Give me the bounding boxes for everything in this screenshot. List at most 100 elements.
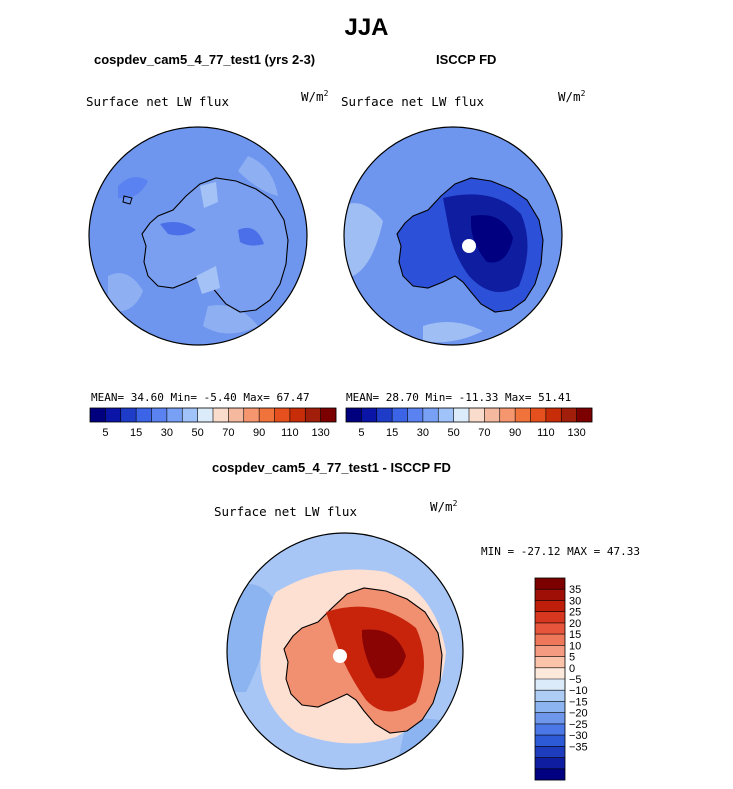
- obs-colorbar-tick-label: 110: [537, 427, 555, 439]
- obs-ocean-patch: [344, 203, 383, 276]
- obs-colorbar-swatch: [576, 408, 593, 422]
- obs-colorbar-swatch: [438, 408, 454, 422]
- diff-colorbar-swatch: [535, 645, 565, 657]
- diff-colorbar-swatch: [535, 600, 565, 612]
- obs-colorbar-swatch: [376, 408, 393, 422]
- model-ocean-patch: [118, 177, 148, 199]
- model-land-high-patch: [196, 266, 220, 294]
- diff-colorbar-tick-label: 0: [569, 663, 575, 675]
- obs-min-label: Min=: [425, 391, 453, 404]
- obs-colorbar-swatch: [499, 408, 516, 422]
- diff-colorbar-tick-label: 5: [569, 652, 575, 664]
- diff-colorbar-swatch: [535, 611, 565, 624]
- obs-colorbar-tick-label: 5: [358, 427, 364, 439]
- diff-map-border: [226, 532, 464, 770]
- diff-colorbar-tick-label: −20: [569, 708, 588, 720]
- model-polar-map: [88, 126, 308, 346]
- obs-colorbar-swatch: [530, 408, 547, 422]
- diff-variable-label: Surface net LW flux: [214, 504, 357, 519]
- obs-colorbar-swatch: [361, 408, 378, 422]
- obs-stats: MEAN= 28.70 Min= -11.33 Max= 51.41: [346, 391, 571, 404]
- model-colorbar-swatch: [289, 408, 306, 422]
- model-mean-value: 34.60: [130, 391, 164, 404]
- model-max-value: 67.47: [276, 391, 310, 404]
- obs-ocean-patch: [423, 322, 483, 343]
- model-colorbar-swatch: [274, 408, 291, 422]
- model-colorbar-tick-label: 130: [311, 427, 329, 439]
- diff-colorbar-swatch: [535, 690, 565, 702]
- obs-mean-label: MEAN=: [346, 391, 380, 404]
- obs-max-value: 51.41: [538, 391, 572, 404]
- model-variable-label: Surface net LW flux: [86, 94, 229, 109]
- model-colorbar-swatch: [197, 408, 214, 422]
- model-colorbar-tick-label: 70: [222, 427, 234, 439]
- obs-colorbar-swatch: [469, 408, 485, 422]
- obs-min-value: -11.33: [458, 391, 499, 404]
- obs-max-label: Max=: [505, 391, 532, 404]
- diff-ocean-patch: [227, 584, 276, 692]
- diff-colorbar-swatch: [535, 757, 565, 770]
- diff-colorbar-tick-label: 25: [569, 607, 581, 619]
- model-panel-title: cospdev_cam5_4_77_test1 (yrs 2-3): [94, 52, 316, 67]
- diff-panel-title: cospdev_cam5_4_77_test1 - ISCCP FD: [212, 460, 451, 475]
- diff-colorbar-swatch: [535, 622, 565, 635]
- diff-colorbar-swatch: [535, 656, 565, 669]
- model-colorbar-swatch: [90, 408, 106, 422]
- model-island-outline: [122, 195, 133, 205]
- model-min-value: -5.40: [203, 391, 237, 404]
- model-stats: MEAN= 34.60 Min= -5.40 Max= 67.47: [91, 391, 310, 404]
- model-colorbar-swatch: [305, 408, 321, 422]
- diff-max-label: MAX =: [567, 545, 601, 558]
- diff-colorbar-tick-label: 10: [569, 640, 581, 652]
- model-mean-label: MEAN=: [91, 391, 125, 404]
- model-colorbar-tick-label: 90: [253, 427, 265, 439]
- diff-colorbar-tick-label: −35: [569, 741, 588, 753]
- obs-colorbar-swatch: [422, 408, 439, 422]
- model-antarctica-land: [141, 177, 289, 313]
- obs-colorbar-swatch: [407, 408, 424, 422]
- model-colorbar-tick-label: 30: [161, 427, 173, 439]
- model-colorbar-swatch: [228, 408, 245, 422]
- model-ocean-patch: [238, 156, 278, 196]
- diff-colorbar-swatch: [535, 679, 565, 691]
- diff-land-highest-patch: [362, 629, 406, 679]
- obs-colorbar-swatch: [392, 408, 408, 422]
- model-land-high-patch: [200, 182, 218, 208]
- obs-colorbar-swatch: [561, 408, 577, 422]
- diff-colorbar-tick-label: −5: [569, 674, 582, 686]
- diff-min-label: MIN =: [481, 545, 515, 558]
- model-colorbar-swatch: [259, 408, 275, 422]
- model-colorbar-tick-label: 5: [102, 427, 108, 439]
- obs-colorbar-frame: [345, 407, 593, 423]
- obs-units-label: W/m2: [558, 89, 586, 105]
- obs-colorbar-swatch: [515, 408, 531, 422]
- diff-pole-hole: [333, 649, 347, 663]
- model-max-label: Max=: [243, 391, 270, 404]
- obs-colorbar-tick-label: 70: [478, 427, 490, 439]
- model-land-low-patch: [238, 227, 264, 246]
- diff-max-value: 47.33: [606, 545, 640, 558]
- model-ocean-patch: [203, 305, 258, 334]
- model-colorbar-swatch: [136, 408, 152, 422]
- model-min-label: Min=: [170, 391, 198, 404]
- diff-units-label: W/m2: [430, 499, 458, 515]
- obs-colorbar-swatch: [545, 408, 562, 422]
- model-colorbar-swatch: [105, 408, 122, 422]
- model-colorbar-swatch: [151, 408, 168, 422]
- diff-colorbar-tick-label: −10: [569, 685, 588, 697]
- obs-colorbar-swatch: [453, 408, 470, 422]
- model-land-low-patch: [160, 222, 196, 236]
- diff-colorbar-swatch: [535, 701, 565, 713]
- diff-colorbar-tick-label: −30: [569, 730, 588, 742]
- diff-colorbar-frame: [534, 577, 566, 781]
- model-colorbar-swatch: [166, 408, 183, 422]
- diff-colorbar-swatch: [535, 768, 565, 781]
- model-colorbar-swatch: [320, 408, 337, 422]
- obs-colorbar-tick-label: 50: [448, 427, 460, 439]
- model-colorbar-frame: [89, 407, 337, 423]
- model-colorbar-swatch: [182, 408, 198, 422]
- diff-colorbar-tick-label: 35: [569, 584, 581, 596]
- obs-mean-value: 28.70: [385, 391, 419, 404]
- model-units-label: W/m2: [301, 89, 329, 105]
